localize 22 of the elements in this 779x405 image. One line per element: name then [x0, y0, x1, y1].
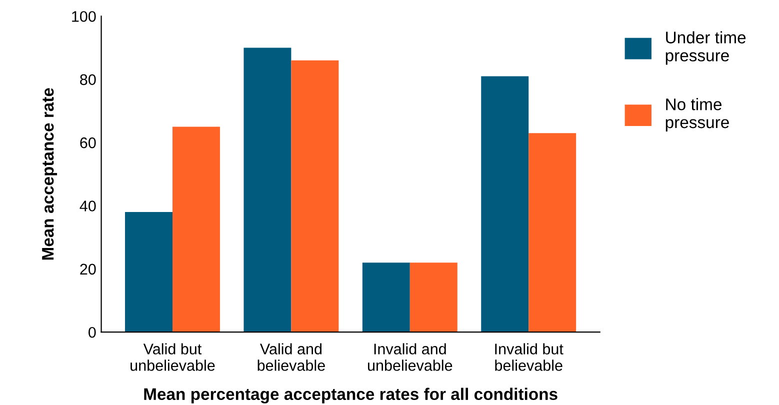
- bar: [362, 262, 410, 332]
- x-tick-label: Valid and believable: [258, 343, 325, 371]
- bar: [528, 133, 576, 332]
- legend-label: Under time pressure: [666, 31, 746, 65]
- bar: [481, 76, 529, 332]
- y-tick-label: 40: [80, 200, 96, 212]
- y-axis-title: Mean acceptance rate: [42, 88, 58, 260]
- bar: [291, 60, 339, 332]
- bar: [125, 212, 172, 332]
- bar: [244, 48, 292, 332]
- bar: [172, 126, 220, 332]
- x-tick-label: Invalid and unbelievable: [368, 343, 452, 371]
- y-tick-label: 100: [72, 11, 96, 22]
- x-tick-label: Valid but unbelievable: [130, 343, 215, 371]
- y-tick-label: 60: [80, 137, 96, 148]
- y-tick-label: 80: [80, 74, 96, 86]
- y-tick-label: 0: [88, 326, 96, 338]
- x-tick-label: Invalid but believable: [495, 343, 564, 371]
- legend-label: No time pressure: [666, 98, 729, 132]
- x-axis-title: Mean percentage acceptance rates for all conditions: [144, 388, 558, 404]
- y-tick-label: 20: [80, 264, 96, 275]
- bar: [410, 262, 458, 332]
